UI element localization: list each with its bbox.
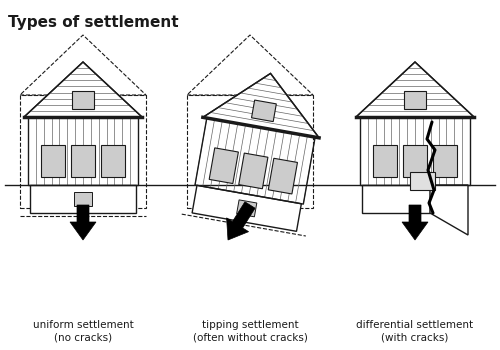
Polygon shape [410,172,435,190]
Polygon shape [362,185,430,213]
Text: uniform settlement
(no cracks): uniform settlement (no cracks) [32,320,134,342]
Polygon shape [236,200,257,217]
Polygon shape [226,202,255,240]
Polygon shape [403,145,427,177]
Polygon shape [430,185,468,235]
Polygon shape [373,145,397,177]
Polygon shape [192,186,302,231]
Polygon shape [268,158,298,194]
Polygon shape [433,145,457,177]
Polygon shape [70,205,96,240]
Polygon shape [72,91,94,109]
Polygon shape [402,205,428,240]
Text: differential settlement
(with cracks): differential settlement (with cracks) [356,320,474,342]
Polygon shape [356,62,474,117]
Polygon shape [252,100,276,121]
Polygon shape [74,192,92,206]
Polygon shape [238,153,268,189]
Polygon shape [41,145,65,177]
Polygon shape [30,185,136,213]
Text: tipping settlement
(often without cracks): tipping settlement (often without cracks… [192,320,308,342]
Polygon shape [203,74,319,138]
Polygon shape [101,145,125,177]
Polygon shape [404,91,426,109]
Text: Types of settlement: Types of settlement [8,15,178,30]
Polygon shape [24,62,142,117]
Polygon shape [209,148,238,183]
Polygon shape [71,145,95,177]
